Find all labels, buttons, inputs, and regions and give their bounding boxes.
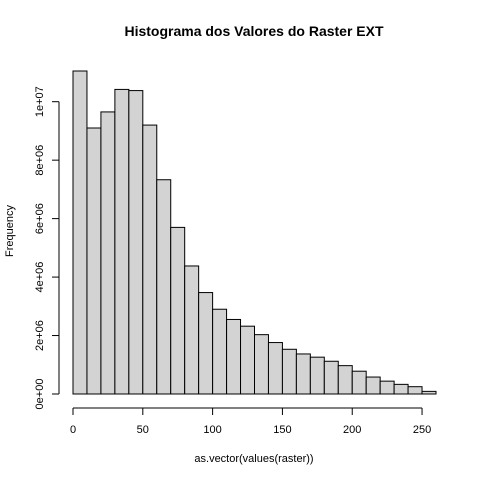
histogram-bar-1 <box>72 70 88 395</box>
histogram-bar-2 <box>86 127 102 395</box>
x-axis: 0 50 100 150 200 250 <box>70 407 431 436</box>
x-tick-label: 150 <box>273 424 291 436</box>
histogram-bar-7 <box>156 179 172 395</box>
y-tick-label: 6e+06 <box>34 203 46 234</box>
histogram-bar-23 <box>379 380 395 395</box>
histogram-bar-6 <box>142 124 158 395</box>
x-tick-label: 200 <box>343 424 361 436</box>
x-axis-label: as.vector(values(raster)) <box>194 453 313 465</box>
histogram-bar-24 <box>393 383 409 395</box>
histogram-bar-22 <box>365 376 381 395</box>
y-tick-label: 1e+07 <box>34 86 46 117</box>
histogram-bars <box>72 70 437 395</box>
y-tick-label: 4e+06 <box>34 262 46 293</box>
y-tick-label: 0e+00 <box>34 379 46 410</box>
y-axis: 0e+00 2e+06 4e+06 6e+06 8e+06 1e+07 <box>34 86 60 410</box>
chart-title: Histograma dos Valores do Raster EXT <box>124 23 384 39</box>
histogram-bar-14 <box>254 334 269 395</box>
histogram-bar-13 <box>240 325 256 395</box>
y-tick-label: 2e+06 <box>34 320 46 351</box>
histogram-bar-21 <box>351 370 367 395</box>
histogram-bar-25 <box>407 386 423 395</box>
histogram-bar-8 <box>170 226 186 395</box>
y-tick-label: 8e+06 <box>34 145 46 176</box>
histogram-bar-12 <box>226 318 242 395</box>
histogram-bar-26 <box>421 390 437 395</box>
y-axis-label: Frequency <box>4 205 16 257</box>
histogram-bar-3 <box>100 111 116 395</box>
histogram-bar-20 <box>337 365 353 395</box>
histogram-bar-4 <box>114 88 130 395</box>
histogram-bar-5 <box>128 90 144 395</box>
histogram-bar-10 <box>198 292 214 395</box>
histogram-bar-11 <box>212 308 228 395</box>
histogram-bar-16 <box>281 348 297 395</box>
histogram-bar-19 <box>323 360 339 395</box>
x-tick-label: 250 <box>413 424 431 436</box>
histogram-bar-18 <box>309 356 325 395</box>
x-tick-label: 100 <box>203 424 221 436</box>
histogram-bar-17 <box>295 353 311 395</box>
x-tick-label: 50 <box>137 424 149 436</box>
histogram-bar-15 <box>267 342 283 395</box>
histogram-bar-9 <box>184 265 200 395</box>
x-tick-label: 0 <box>70 424 76 436</box>
